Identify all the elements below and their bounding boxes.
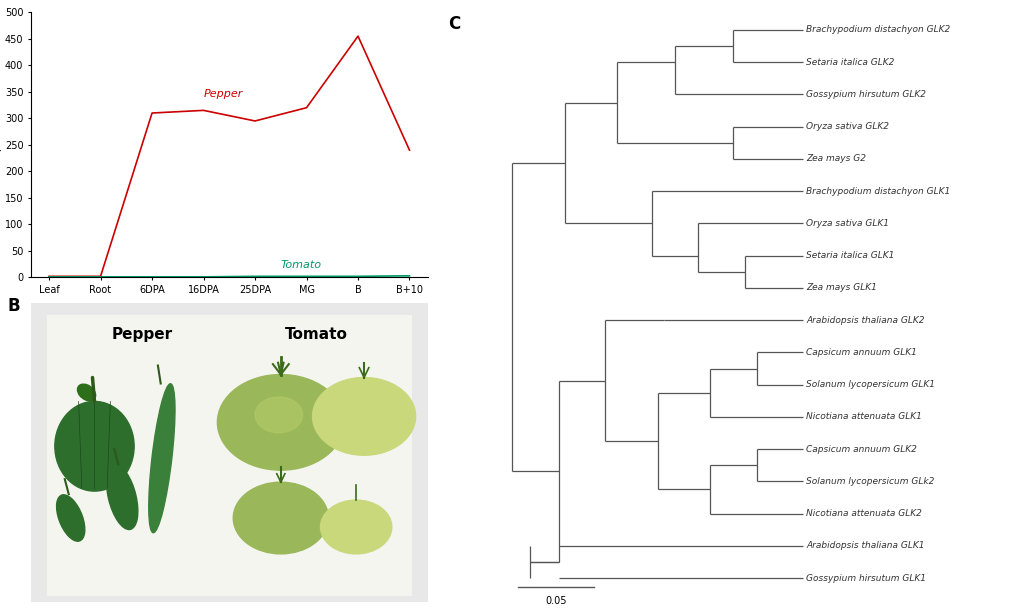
Text: Oryza sativa GLK1: Oryza sativa GLK1 (806, 219, 889, 228)
Text: Gossypium hirsutum GLK1: Gossypium hirsutum GLK1 (806, 573, 926, 583)
Text: Nicotiana attenuata GLK1: Nicotiana attenuata GLK1 (806, 413, 922, 421)
Text: Arabidopsis thaliana GLK1: Arabidopsis thaliana GLK1 (806, 542, 924, 550)
Text: Nicotiana attenuata GLK2: Nicotiana attenuata GLK2 (806, 509, 922, 518)
Text: Brachypodium distachyon GLK1: Brachypodium distachyon GLK1 (806, 187, 950, 196)
Text: Capsicum annuum GLK1: Capsicum annuum GLK1 (806, 348, 917, 357)
Ellipse shape (55, 402, 135, 491)
Text: Solanum lycopersicum GLk2: Solanum lycopersicum GLk2 (806, 477, 935, 486)
Text: Tomato: Tomato (285, 327, 348, 341)
FancyBboxPatch shape (47, 315, 412, 596)
Text: Setaria italica GLK2: Setaria italica GLK2 (806, 58, 894, 67)
Circle shape (313, 378, 416, 455)
Y-axis label: Normalized expression of GLK2: Normalized expression of GLK2 (0, 69, 2, 221)
Text: Tomato: Tomato (280, 260, 322, 270)
Text: B: B (7, 297, 20, 315)
Circle shape (321, 500, 392, 554)
Text: Pepper: Pepper (204, 89, 243, 99)
Circle shape (233, 482, 328, 554)
Text: Gossypium hirsutum GLK2: Gossypium hirsutum GLK2 (806, 90, 926, 99)
Text: Brachypodium distachyon GLK2: Brachypodium distachyon GLK2 (806, 25, 950, 34)
Text: Setaria italica GLK1: Setaria italica GLK1 (806, 251, 894, 260)
Text: 0.05: 0.05 (545, 596, 566, 606)
Ellipse shape (149, 384, 175, 533)
Ellipse shape (57, 495, 85, 541)
Text: Arabidopsis thaliana GLK2: Arabidopsis thaliana GLK2 (806, 316, 924, 325)
Text: Oryza sativa GLK2: Oryza sativa GLK2 (806, 122, 889, 131)
Text: Pepper: Pepper (112, 327, 173, 341)
Text: Capsicum annuum GLK2: Capsicum annuum GLK2 (806, 445, 917, 454)
Ellipse shape (107, 465, 138, 529)
Ellipse shape (78, 384, 95, 401)
Text: Solanum lycopersicum GLK1: Solanum lycopersicum GLK1 (806, 380, 936, 389)
Text: Zea mays G2: Zea mays G2 (806, 155, 866, 163)
Text: Zea mays GLK1: Zea mays GLK1 (806, 284, 877, 292)
Circle shape (217, 375, 345, 470)
Circle shape (255, 397, 302, 433)
Text: C: C (448, 15, 461, 33)
